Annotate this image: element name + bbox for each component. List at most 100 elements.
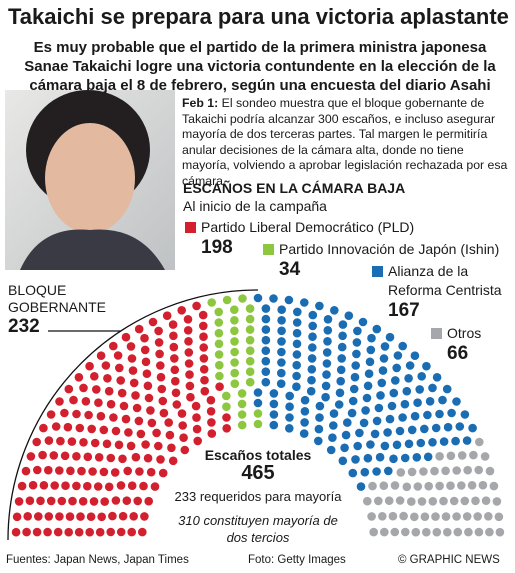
seat (352, 349, 361, 359)
seat (308, 332, 317, 342)
seat (230, 347, 239, 357)
seat (399, 511, 408, 521)
seat (308, 310, 318, 320)
seat (471, 496, 480, 506)
seat (380, 441, 390, 451)
legend-label: Alianza de la Reforma Centrista (388, 263, 502, 298)
seat (61, 481, 70, 491)
photo-credit: Foto: Getty Images (248, 554, 346, 566)
seat (389, 454, 398, 464)
photo (5, 90, 175, 270)
seat (127, 481, 137, 491)
seat (191, 401, 201, 411)
seat (277, 316, 286, 325)
seat (90, 438, 100, 448)
seat (56, 436, 65, 446)
seat (50, 481, 59, 490)
seat (76, 512, 85, 521)
legend-value: 66 (447, 343, 469, 364)
seat (103, 374, 112, 383)
seat (168, 456, 178, 466)
seat (372, 467, 381, 476)
seat (378, 512, 387, 521)
seat (17, 481, 27, 491)
seat (435, 409, 444, 419)
seat (385, 414, 395, 424)
seat (198, 310, 208, 320)
seat (396, 468, 406, 477)
seat (85, 527, 94, 537)
seat (395, 496, 405, 505)
seat (60, 451, 70, 461)
seat (460, 410, 470, 419)
seat (299, 429, 309, 438)
seat (423, 410, 432, 420)
seat (192, 413, 201, 422)
seat (46, 496, 56, 506)
seat (154, 326, 163, 336)
seat (126, 441, 136, 451)
seat (142, 369, 152, 379)
seat (435, 452, 444, 461)
seat (245, 367, 255, 377)
seat (314, 436, 323, 446)
seat (308, 321, 318, 331)
seat (323, 337, 332, 346)
seat (326, 445, 336, 455)
seat (214, 339, 224, 349)
seat (475, 437, 484, 447)
seat (416, 438, 426, 448)
seat (237, 420, 247, 430)
seat (323, 315, 333, 324)
seat (108, 511, 117, 521)
seat (442, 384, 452, 394)
seat (169, 331, 178, 341)
seat (353, 441, 363, 451)
seat (132, 403, 142, 413)
seat (222, 295, 232, 305)
seat (452, 466, 462, 475)
seat (261, 325, 271, 334)
legend-label: Otros (447, 325, 482, 341)
seat (415, 385, 425, 394)
seat (401, 527, 410, 537)
seat (245, 314, 255, 324)
seat (363, 496, 372, 506)
seat (117, 388, 127, 398)
seat (92, 385, 101, 394)
seat (64, 527, 73, 537)
seat (154, 338, 164, 347)
seat (106, 399, 116, 409)
seat (150, 482, 160, 491)
seat (453, 527, 463, 537)
seat (104, 482, 114, 492)
seat (185, 370, 194, 379)
seat (395, 426, 405, 436)
seat (432, 373, 442, 382)
seat (452, 397, 461, 406)
seat (94, 453, 104, 462)
seat (384, 466, 393, 476)
seat (363, 453, 373, 463)
seat (292, 318, 302, 327)
bloc-value: 232 (8, 316, 40, 337)
seat (392, 440, 402, 450)
seat (446, 451, 456, 461)
seat (84, 410, 93, 420)
seat (420, 512, 430, 521)
seat (184, 348, 194, 357)
seat (28, 480, 38, 490)
seat (380, 342, 390, 351)
seat (285, 413, 294, 422)
seat (55, 466, 64, 475)
seat (245, 346, 255, 356)
seat (400, 453, 410, 463)
seat (44, 512, 54, 521)
note-date: Feb 1: (182, 96, 219, 110)
seat (321, 381, 331, 391)
seat (277, 358, 286, 367)
seat (165, 430, 175, 440)
seat (367, 333, 376, 343)
seat (462, 512, 472, 521)
seat (443, 422, 453, 432)
